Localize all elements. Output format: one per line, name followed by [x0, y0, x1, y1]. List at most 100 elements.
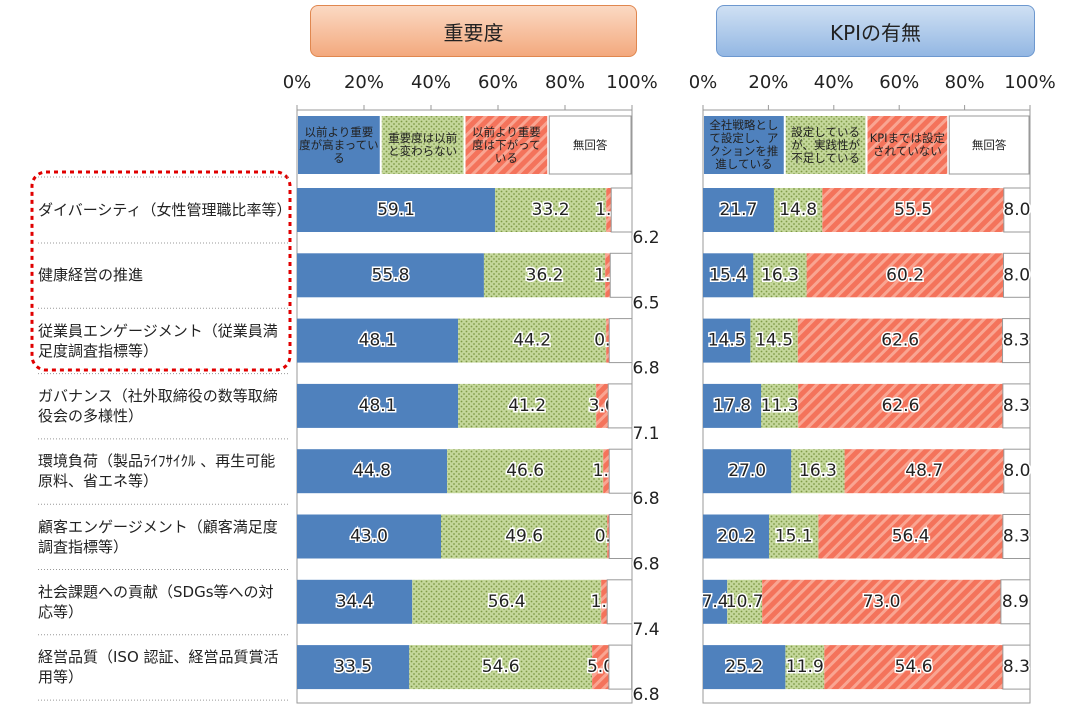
bar-segment	[727, 579, 763, 624]
value-label: 6.5	[632, 293, 659, 313]
bar-segment	[606, 579, 633, 625]
row-label: ダイバーシティ（女性管理職比率等）	[38, 201, 292, 219]
value-label: 33.5	[334, 657, 372, 677]
bar-segment	[753, 253, 807, 298]
bar-segment	[297, 514, 442, 559]
value-label: 8.3	[1003, 396, 1030, 416]
bar-segment	[1002, 383, 1031, 429]
legend-swatch	[867, 116, 948, 174]
value-label: 34.4	[336, 592, 374, 612]
value-label: 54.6	[482, 657, 520, 677]
bar-segment	[297, 645, 410, 690]
row-label: ガバナンス（社外取締役の数等取締役会の多様性）	[38, 386, 278, 425]
legend-label: KPIまでは設定されていない	[869, 131, 946, 158]
row-label: 顧客エンゲージメント（顧客満足度調査指標等）	[38, 517, 278, 556]
bar-segment	[844, 449, 1004, 494]
bar-segment	[608, 448, 633, 494]
x-tick-label: 0%	[283, 72, 312, 93]
value-label: 48.7	[905, 461, 943, 481]
bar-segment	[297, 383, 459, 428]
value-label: 14.8	[779, 200, 817, 220]
bar-segment	[458, 318, 607, 363]
x-tick-label: 40%	[411, 72, 451, 93]
legend-swatch	[785, 116, 866, 174]
value-label: 11.9	[786, 657, 824, 677]
bar-segment	[703, 318, 751, 363]
value-label: 8.0	[1003, 200, 1030, 220]
bar-segment	[592, 645, 609, 690]
legend-label: 以前より重要度は下がっている	[471, 124, 541, 165]
value-label: 14.5	[708, 331, 746, 351]
legend-label: 無回答	[971, 137, 1007, 152]
value-label: 36.2	[526, 265, 564, 285]
x-tick-label: 60%	[478, 72, 518, 93]
bar-segment	[806, 253, 1004, 298]
value-label: 48.1	[359, 331, 397, 351]
bar-segment	[703, 253, 754, 298]
value-label: 8.3	[1003, 657, 1030, 677]
bar-segment	[1002, 318, 1031, 364]
bar-segment	[762, 579, 1001, 624]
bar-segment	[791, 449, 845, 494]
bar-segment	[750, 318, 798, 363]
bar-segment	[409, 645, 593, 690]
bar-segment	[297, 253, 484, 298]
bar-segment	[769, 514, 819, 559]
value-label: 16.3	[799, 461, 837, 481]
bar-segment	[297, 318, 459, 363]
bar-segment	[297, 449, 448, 494]
chart-title: 重要度	[310, 5, 637, 57]
x-tick-label: 60%	[879, 72, 919, 93]
legend-swatch	[381, 116, 464, 174]
x-tick-label: 100%	[606, 72, 657, 93]
value-label: 6.8	[632, 359, 659, 379]
value-label: 7.4	[702, 592, 729, 612]
legend-label: 設定しているが、実践性が不足している	[791, 124, 861, 165]
value-label: 25.2	[725, 657, 763, 677]
bar-segment	[607, 514, 610, 559]
value-label: 16.3	[761, 265, 799, 285]
value-label: 6.8	[632, 489, 659, 509]
legend-label: 全社戦略として設定し、アクションを推進している	[709, 118, 779, 171]
value-label: 14.5	[755, 331, 793, 351]
x-tick-label: 40%	[814, 72, 854, 93]
row-label: 経営品質（ISO 認証、経営品質賞活用等）	[38, 648, 279, 687]
value-label: 8.3	[1003, 527, 1030, 547]
bar-segment	[596, 383, 609, 428]
value-label: 11.3	[761, 396, 799, 416]
bar-segment	[458, 383, 597, 428]
bar-segment	[610, 187, 633, 233]
value-label: 62.6	[881, 331, 919, 351]
legend-swatch	[465, 116, 548, 174]
bar-segment	[761, 383, 799, 428]
row-label: 社会課題への貢献（SDGs等への対応等）	[38, 582, 274, 621]
value-label: 7.1	[632, 424, 659, 444]
bar-segment	[412, 579, 602, 624]
bar-segment	[822, 188, 1004, 232]
value-label: 56.4	[488, 592, 526, 612]
bar-segment	[297, 188, 495, 232]
bar-segment	[606, 318, 610, 363]
bar-segment	[606, 188, 612, 232]
bar-segment	[609, 252, 633, 298]
bar-segment	[608, 514, 633, 559]
bar-segment	[703, 449, 792, 494]
row-label: 健康経営の推進	[38, 266, 144, 285]
legend-label: 以前より重要度が高まっている	[299, 124, 379, 165]
value-label: 44.2	[513, 331, 551, 351]
value-label: 17.8	[713, 396, 751, 416]
x-tick-label: 20%	[344, 72, 384, 93]
x-tick-label: 0%	[689, 72, 718, 93]
bar-segment	[1003, 252, 1031, 298]
value-label: 33.2	[532, 200, 570, 220]
bar-segment	[603, 449, 610, 494]
bar-segment	[797, 318, 1003, 363]
bar-segment	[773, 188, 823, 232]
value-label: 27.0	[728, 461, 766, 481]
bar-segment	[483, 253, 606, 298]
value-label: 8.0	[1003, 461, 1030, 481]
x-tick-label: 80%	[545, 72, 585, 93]
bar-segment	[785, 645, 825, 690]
